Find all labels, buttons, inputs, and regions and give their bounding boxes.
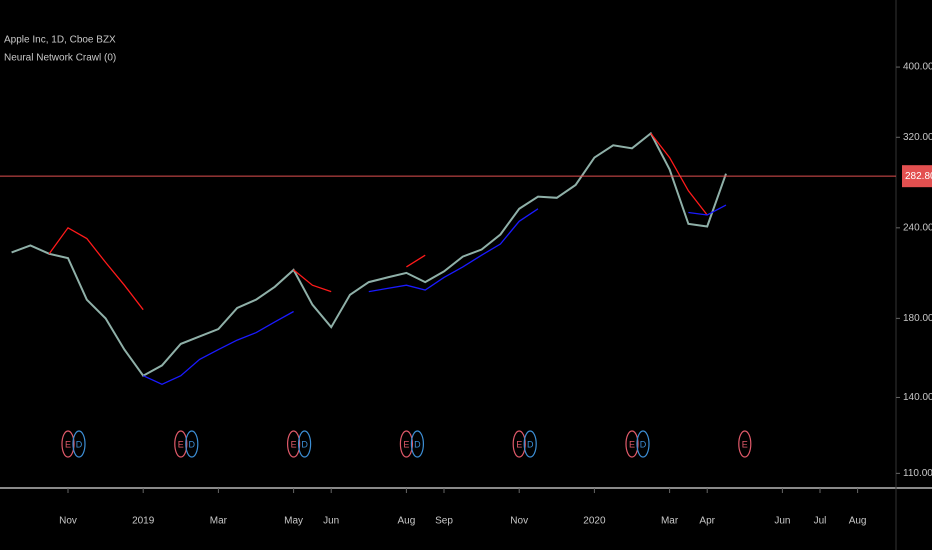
- dividends-marker: [298, 430, 312, 458]
- earnings-label: E: [403, 439, 409, 449]
- y-tick-label: 400.00: [903, 62, 932, 73]
- y-tick-label: 110.00: [903, 468, 932, 479]
- earnings-label: E: [516, 439, 522, 449]
- dividends-marker: [410, 430, 424, 458]
- x-tick-label: Jun: [323, 516, 339, 527]
- dividends-label: D: [527, 439, 534, 449]
- y-tick-label: 240.00: [903, 222, 932, 233]
- indicator-name: Neural Network Crawl (0): [4, 53, 116, 64]
- price-line: [11, 131, 727, 378]
- dividends-marker: [185, 430, 199, 458]
- x-tick-label: Jul: [814, 516, 827, 527]
- earnings-marker: [61, 430, 75, 458]
- chart-title: Apple Inc, 1D, Cboe BZX: [4, 35, 116, 46]
- price-line: [142, 204, 727, 386]
- price-line: [48, 133, 708, 311]
- x-tick-label: 2019: [132, 516, 155, 527]
- dividends-label: D: [640, 439, 647, 449]
- dividends-marker: [636, 430, 650, 458]
- earnings-marker: [625, 430, 639, 458]
- x-tick-label: Aug: [849, 516, 867, 527]
- earnings-marker: [512, 430, 526, 458]
- earnings-marker: [399, 430, 413, 458]
- x-tick-label: May: [284, 516, 303, 527]
- x-tick-label: 2020: [583, 516, 606, 527]
- dividends-marker: [523, 430, 537, 458]
- dividends-label: D: [189, 439, 196, 449]
- earnings-label: E: [65, 439, 71, 449]
- earnings-label: E: [742, 439, 748, 449]
- earnings-marker: [738, 430, 752, 458]
- dividends-label: D: [301, 439, 308, 449]
- x-tick-label: Aug: [398, 516, 416, 527]
- y-tick-label: 320.00: [903, 132, 932, 143]
- x-tick-label: Apr: [699, 516, 715, 527]
- x-tick-label: Sep: [435, 516, 453, 527]
- dividends-label: D: [414, 439, 421, 449]
- y-tick-label: 180.00: [903, 313, 932, 324]
- last-price-box: [902, 165, 932, 188]
- y-tick-label: 140.00: [903, 392, 932, 403]
- x-tick-label: Jun: [774, 516, 790, 527]
- earnings-label: E: [178, 439, 184, 449]
- x-tick-label: Nov: [510, 516, 528, 527]
- earnings-marker: [287, 430, 301, 458]
- earnings-marker: [174, 430, 188, 458]
- dividends-label: D: [76, 439, 83, 449]
- x-tick-label: Mar: [661, 516, 679, 527]
- earnings-label: E: [629, 439, 635, 449]
- x-tick-label: Nov: [59, 516, 77, 527]
- last-price-label: 282.80: [905, 171, 932, 182]
- earnings-label: E: [291, 439, 297, 449]
- x-tick-label: Mar: [210, 516, 228, 527]
- dividends-marker: [72, 430, 86, 458]
